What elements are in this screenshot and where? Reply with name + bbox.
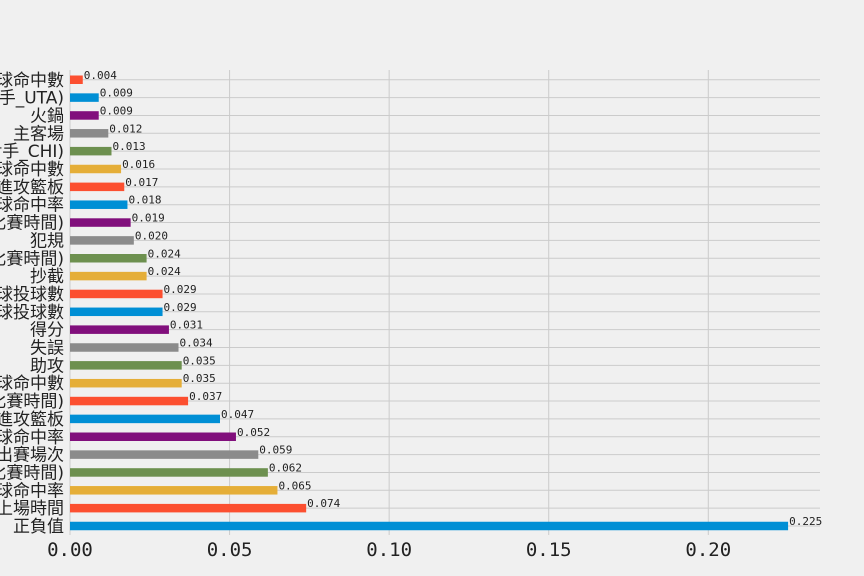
data-label: 0.009 <box>100 104 133 117</box>
bar <box>70 111 99 120</box>
data-label: 0.024 <box>148 247 181 260</box>
bar <box>70 75 83 84</box>
bars <box>70 75 789 531</box>
bar <box>70 271 147 281</box>
y-tick-label: 失誤 <box>30 339 64 359</box>
y-tick-label: 主客場 <box>13 124 64 144</box>
bar <box>70 414 220 424</box>
bar <box>70 289 163 299</box>
y-tick-label: 上場時間 <box>0 499 64 519</box>
data-label: 0.065 <box>278 479 311 492</box>
bar <box>70 503 307 513</box>
y-tick-label: 抄截 <box>30 267 64 287</box>
y-tick-label: 三分球命中率 <box>0 428 64 448</box>
y-axis-labels: 正負值上場時間罰球命中率(對手_比賽時間)先發出賽場次三分球命中率進攻籃板(對手… <box>0 71 64 537</box>
y-tick-label: (對手_比賽時間) <box>0 248 64 269</box>
bar <box>70 182 125 192</box>
y-tick-label: 罰球投球數 <box>0 285 64 305</box>
x-tick-label: 0.15 <box>526 539 572 561</box>
data-labels: 0.225 0.074 0.065 0.062 0.059 0.052 0.047 0.037… <box>84 69 822 528</box>
bar <box>70 521 789 531</box>
y-tick-label: 進攻籃板 <box>0 410 64 430</box>
y-tick-label: 得分 <box>30 321 64 341</box>
y-tick-label: 投球命中率 <box>0 196 64 216</box>
y-tick-label: 罰球命中率 <box>0 481 64 501</box>
y-tick-label: 投球命中數 <box>0 160 64 180</box>
data-label: 0.012 <box>109 122 142 135</box>
data-label: 0.031 <box>170 319 203 332</box>
data-label: 0.016 <box>122 158 155 171</box>
y-tick-label: 先發出賽場次 <box>0 445 64 466</box>
data-label: 0.059 <box>259 444 292 457</box>
bar <box>70 146 112 156</box>
bar <box>70 129 109 138</box>
data-label: 0.037 <box>189 390 222 403</box>
data-label: 0.029 <box>164 301 197 314</box>
data-label: 0.009 <box>100 87 133 100</box>
y-tick-label: (對手_UTA) <box>0 89 64 109</box>
bar <box>70 218 131 227</box>
data-label: 0.013 <box>112 140 145 153</box>
x-tick-label: 0.10 <box>366 539 412 561</box>
y-tick-label: (對手_比賽時間) <box>0 462 64 483</box>
bar <box>70 236 134 245</box>
bar <box>70 361 182 370</box>
data-label: 0.062 <box>269 461 302 474</box>
bar <box>70 343 179 352</box>
bar <box>70 254 147 263</box>
x-tick-label: 0.05 <box>207 539 253 561</box>
y-tick-label: 犯規 <box>30 231 64 251</box>
data-label: 0.047 <box>221 408 254 421</box>
y-tick-label: 正負值 <box>13 517 64 537</box>
y-tick-label: 助攻 <box>30 356 64 376</box>
y-tick-label: 三分球命中數 <box>0 71 64 91</box>
data-label: 0.035 <box>183 372 216 385</box>
data-label: 0.034 <box>180 337 213 350</box>
y-tick-label: 三分球投球數 <box>0 303 64 323</box>
data-label: 0.017 <box>125 176 158 189</box>
bar <box>70 93 99 102</box>
data-label: 0.004 <box>84 69 117 82</box>
data-label: 0.019 <box>132 212 165 225</box>
data-label: 0.052 <box>237 426 270 439</box>
data-label: 0.018 <box>128 194 161 207</box>
y-tick-label: 火鍋 <box>30 106 64 126</box>
y-tick-label: (對手_CHI) <box>0 142 64 162</box>
bar <box>70 307 163 317</box>
data-label: 0.225 <box>789 515 822 528</box>
bar <box>70 432 236 441</box>
y-tick-label: (對手_比賽時間) <box>0 391 64 412</box>
bar <box>70 325 169 334</box>
bar <box>70 396 189 406</box>
y-tick-label: 進攻籃板 <box>0 178 64 198</box>
x-tick-label: 0.20 <box>685 539 731 561</box>
bar <box>70 468 268 477</box>
x-tick-label: 0.00 <box>47 539 93 561</box>
bar <box>70 164 122 174</box>
data-label: 0.020 <box>135 229 168 242</box>
y-tick-label: (對手_比賽時間) <box>0 213 64 234</box>
bar <box>70 450 259 459</box>
bar <box>70 200 128 209</box>
data-label: 0.035 <box>183 354 216 367</box>
bar <box>70 378 182 388</box>
data-label: 0.074 <box>307 497 340 510</box>
y-tick-label: 罰球命中數 <box>0 374 64 394</box>
data-label: 0.029 <box>164 283 197 296</box>
x-axis-tick-labels: 0.00 0.05 0.10 0.15 0.20 <box>47 539 731 561</box>
bar <box>70 486 278 495</box>
data-label: 0.024 <box>148 265 181 278</box>
